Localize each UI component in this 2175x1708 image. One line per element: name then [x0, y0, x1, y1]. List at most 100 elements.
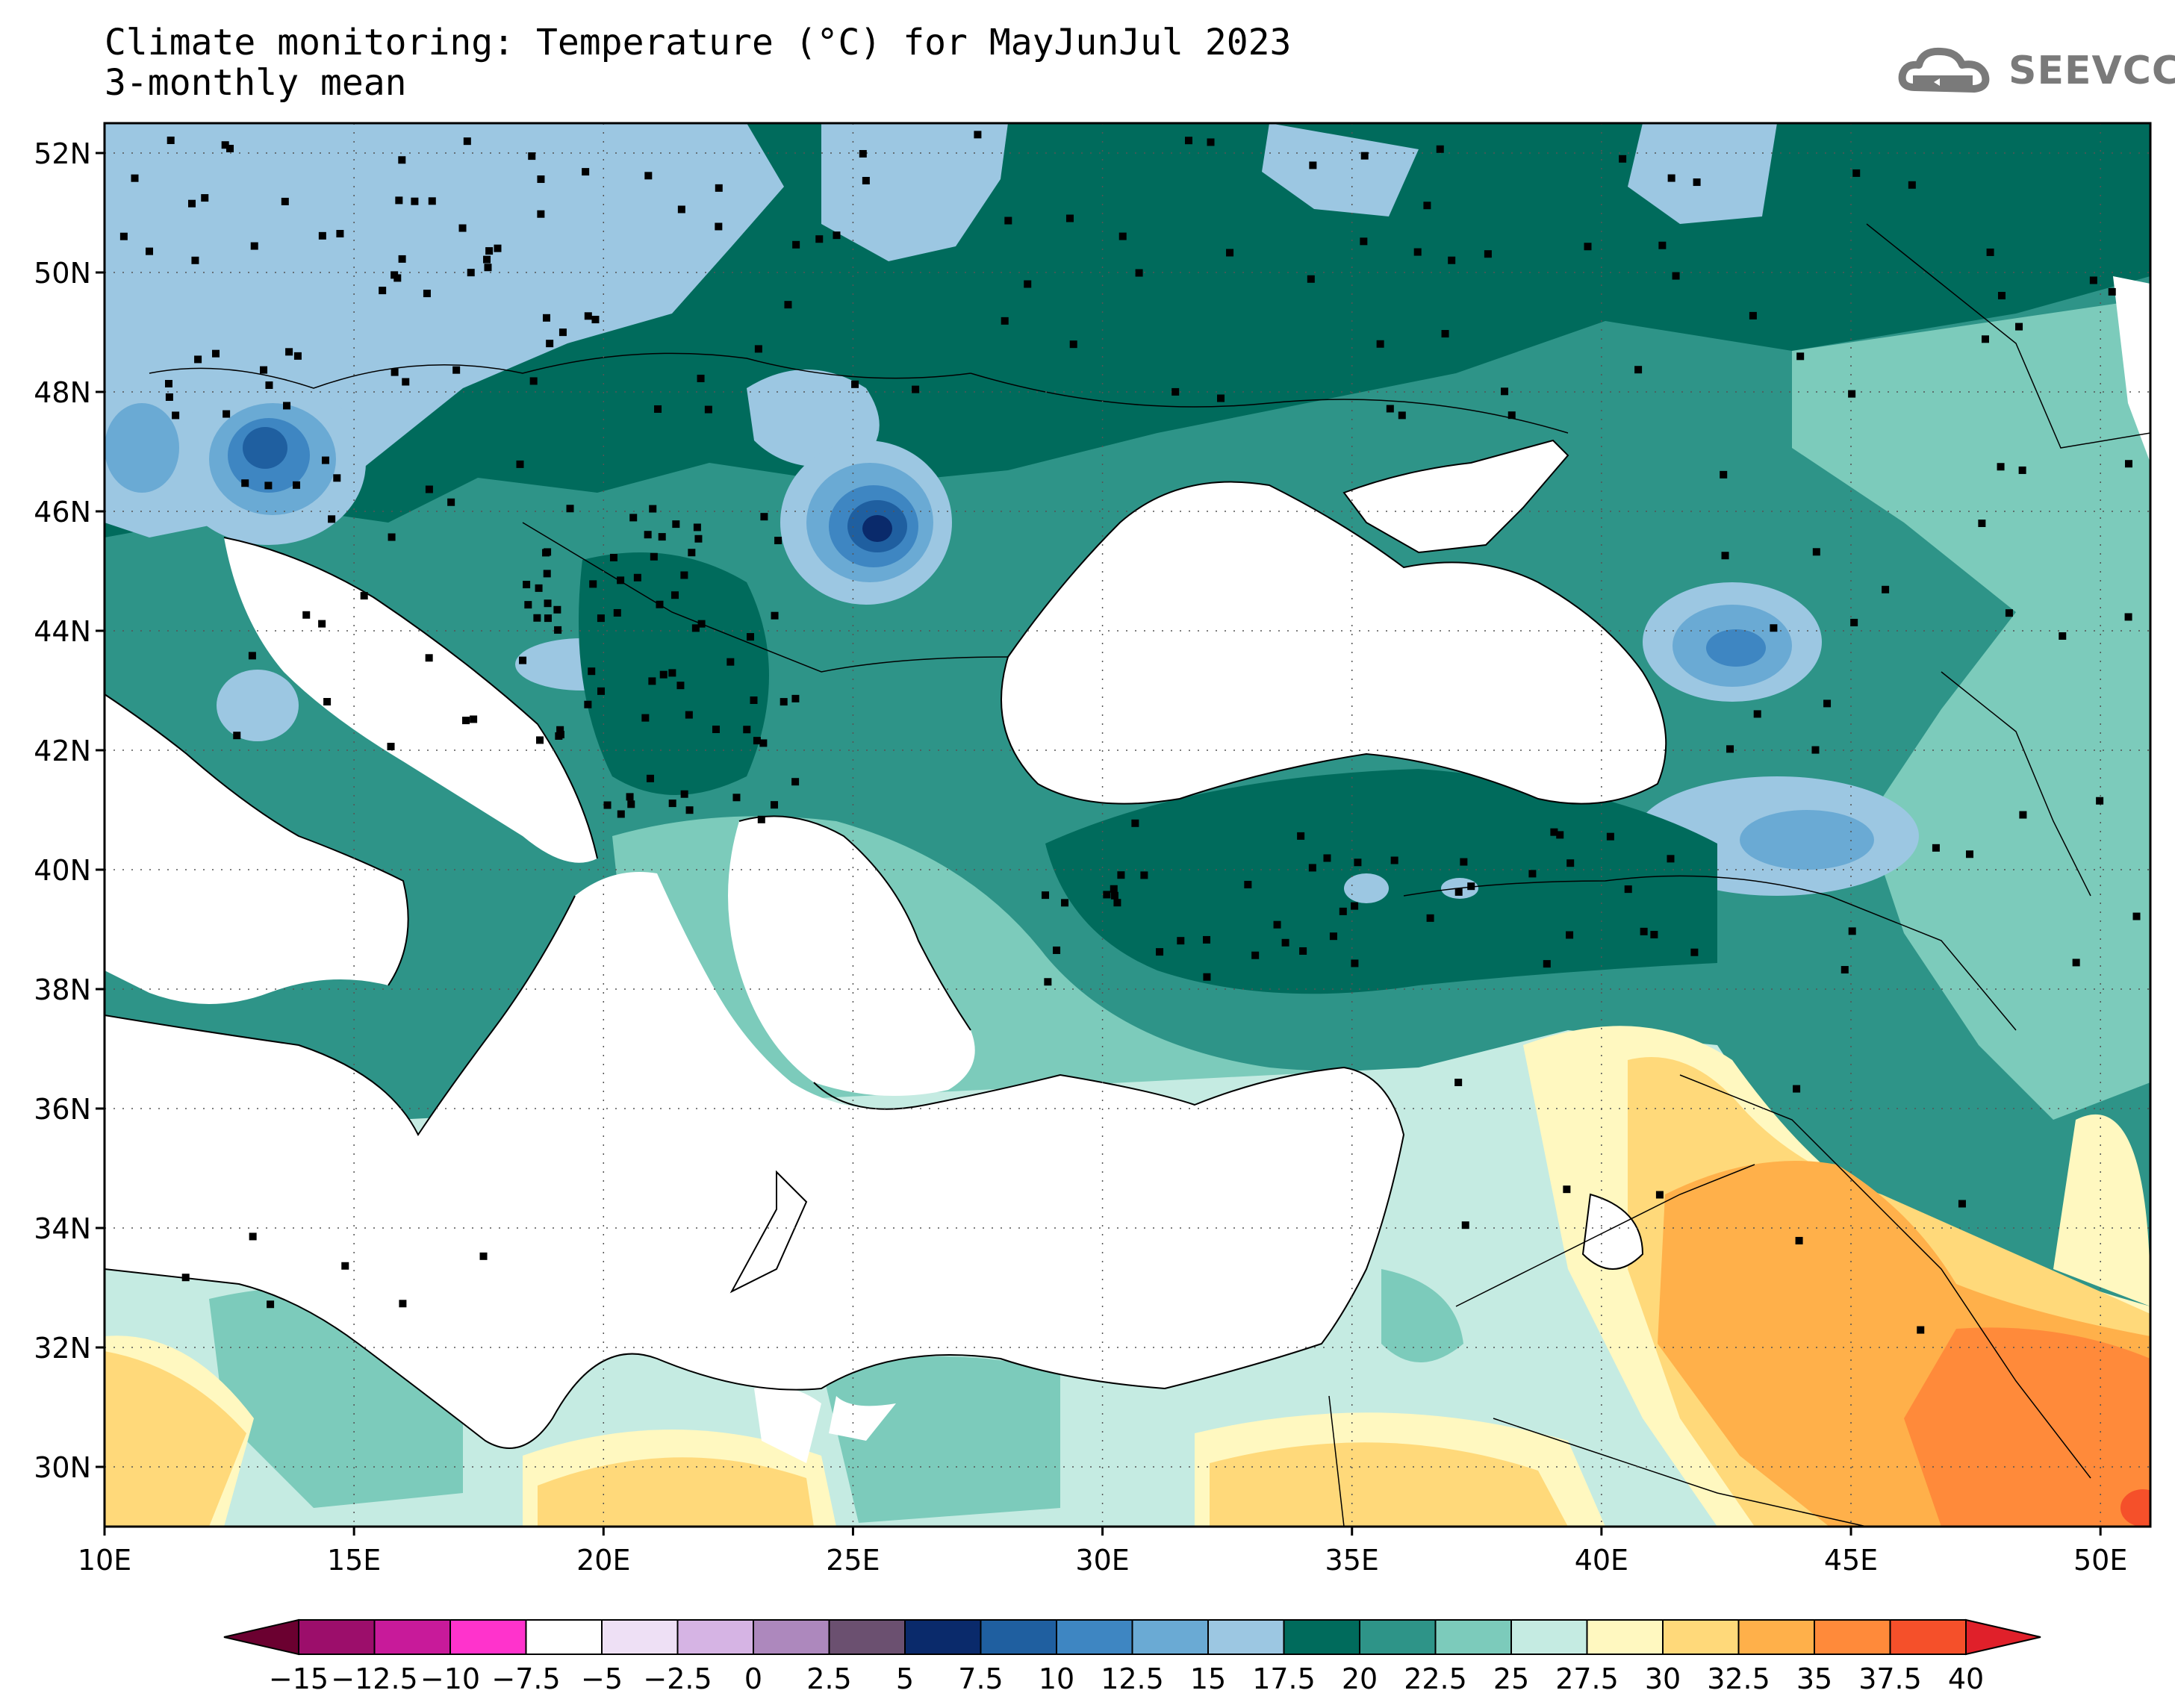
station-marker	[693, 523, 701, 532]
station-marker	[1823, 699, 1832, 708]
station-marker	[191, 256, 199, 264]
station-marker	[685, 806, 694, 814]
station-marker	[223, 410, 231, 418]
station-marker	[680, 571, 688, 579]
colorbar-cell	[1131, 1619, 1209, 1655]
station-marker	[791, 694, 800, 702]
station-marker	[1207, 138, 1215, 146]
station-marker	[172, 411, 180, 420]
station-marker	[146, 247, 154, 255]
station-marker	[1606, 832, 1614, 841]
station-marker	[691, 624, 700, 632]
station-marker	[233, 732, 241, 740]
station-marker	[1461, 1221, 1469, 1229]
station-marker	[425, 485, 433, 493]
station-marker	[1309, 161, 1317, 169]
station-marker	[1110, 891, 1118, 900]
station-marker	[1329, 932, 1337, 941]
station-marker	[650, 552, 658, 561]
station-marker	[750, 696, 758, 704]
station-marker	[1908, 181, 1916, 189]
station-marker	[201, 194, 209, 202]
colorbar-cell	[980, 1619, 1057, 1655]
station-marker	[774, 537, 782, 545]
colorbar-high-arrow	[1965, 1618, 2041, 1656]
axis-ticks	[96, 152, 2102, 1536]
station-marker	[1986, 248, 1994, 256]
colorbar-label: 10	[1039, 1662, 1074, 1695]
colorbar-label: 2.5	[806, 1662, 851, 1695]
station-marker	[697, 374, 705, 382]
station-marker	[584, 312, 592, 320]
station-marker	[1770, 624, 1778, 632]
graticule	[104, 123, 2150, 1527]
station-marker	[1634, 366, 1643, 374]
station-marker	[463, 137, 471, 146]
station-marker	[791, 778, 800, 786]
station-marker	[2015, 322, 2023, 331]
station-marker	[584, 700, 592, 708]
station-marker	[613, 608, 621, 617]
colorbar-low-arrow	[223, 1618, 299, 1656]
station-marker	[859, 149, 867, 158]
station-marker	[1184, 137, 1192, 145]
station-marker	[974, 131, 982, 139]
station-marker	[470, 715, 478, 723]
station-marker	[479, 1252, 488, 1260]
station-marker	[1811, 746, 1820, 754]
station-marker	[1467, 882, 1475, 891]
colorbar-label: 12.5	[1101, 1662, 1164, 1695]
station-marker	[685, 711, 693, 719]
colorbar-cell	[1207, 1619, 1285, 1655]
adriatic-sea	[224, 537, 597, 863]
station-marker	[398, 255, 406, 263]
station-marker	[815, 235, 824, 243]
station-marker	[1251, 951, 1260, 959]
station-marker	[851, 380, 859, 388]
station-marker	[2108, 287, 2116, 296]
colorbar-label: −7.5	[491, 1662, 560, 1695]
station-marker	[318, 620, 326, 628]
station-marker	[1244, 880, 1252, 888]
station-marker	[1550, 828, 1558, 836]
station-marker	[1484, 250, 1492, 258]
station-marker	[715, 222, 723, 231]
station-marker	[167, 136, 175, 144]
station-marker	[912, 385, 920, 393]
station-marker	[1543, 960, 1551, 968]
station-marker	[283, 402, 291, 410]
colorbar: −15 −12.5 −10 −7.5 −5 −2.5 0 2.5 5 7.5 10 12.5 15 17.…	[223, 1618, 2041, 1695]
station-marker	[1117, 871, 1125, 879]
station-marker	[1793, 1085, 1801, 1093]
station-marker	[2089, 276, 2097, 284]
station-marker	[833, 231, 841, 240]
station-marker	[558, 328, 567, 337]
station-marker	[265, 381, 273, 389]
station-marker	[2132, 912, 2141, 920]
station-marker	[1460, 858, 1468, 866]
station-marker	[1454, 888, 1463, 896]
station-marker	[644, 172, 653, 180]
lon-label: 15E	[327, 1544, 381, 1577]
station-marker	[221, 141, 229, 149]
station-marker	[1981, 335, 1989, 343]
station-marker	[743, 726, 751, 734]
colorbar-label: 35	[1796, 1662, 1832, 1695]
station-marker	[461, 717, 470, 725]
station-marker	[1917, 1326, 1925, 1334]
lon-label: 25E	[826, 1544, 880, 1577]
station-marker	[1672, 272, 1680, 280]
station-marker	[1065, 214, 1074, 222]
station-marker	[726, 658, 735, 666]
station-marker	[379, 287, 387, 295]
station-marker	[757, 815, 765, 823]
station-marker	[759, 739, 768, 747]
station-marker	[542, 314, 550, 322]
station-marker	[543, 570, 551, 578]
station-marker	[1297, 832, 1305, 840]
station-marker	[617, 576, 625, 585]
colorbar-cell	[1510, 1619, 1588, 1655]
station-marker	[458, 224, 467, 232]
station-marker	[1436, 145, 1444, 153]
station-marker	[553, 605, 561, 614]
